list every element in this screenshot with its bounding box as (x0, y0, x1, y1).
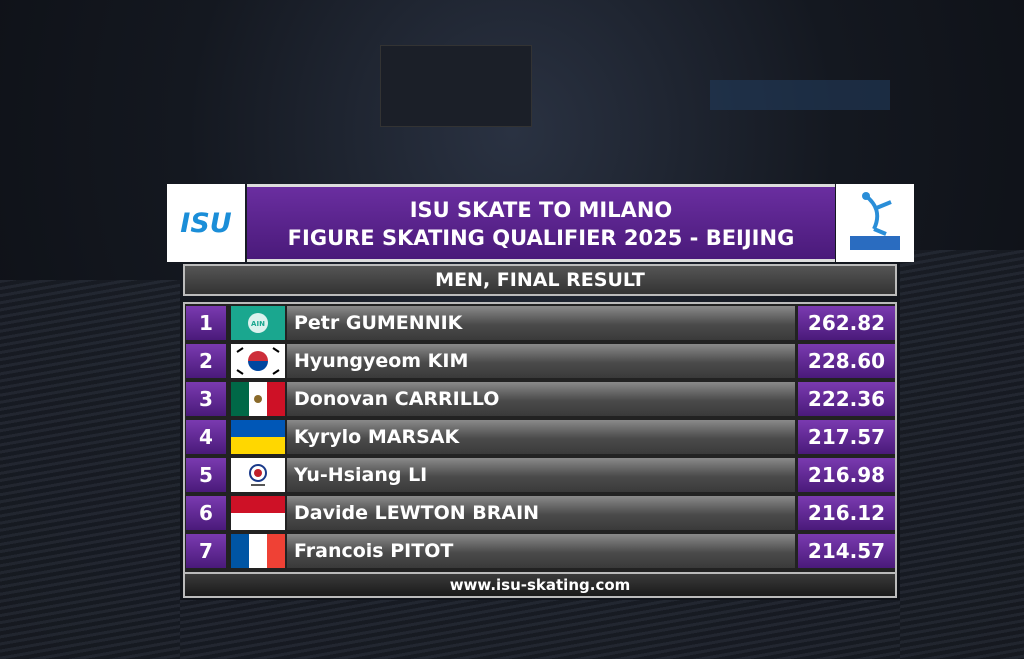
athlete-name: Donovan CARRILLO (287, 382, 795, 416)
flag-part (231, 496, 285, 530)
score: 228.60 (798, 344, 895, 378)
flag-part (254, 395, 262, 403)
athlete-name: Davide LEWTON BRAIN (287, 496, 795, 530)
score: 262.82 (798, 306, 895, 340)
athlete-name: Yu-Hsiang LI (287, 458, 795, 492)
flag (231, 534, 285, 568)
flag-part (231, 344, 285, 378)
flag-part (236, 369, 244, 375)
flag-part (236, 347, 244, 353)
flag (231, 458, 285, 492)
crowd (900, 250, 1024, 659)
flag-part (267, 382, 285, 416)
flag-part (249, 464, 267, 482)
footer-url: www.isu-skating.com (183, 572, 897, 598)
flag-part (248, 313, 268, 333)
flag (231, 382, 285, 416)
rank: 7 (186, 534, 226, 568)
subtitle: MEN, FINAL RESULT (183, 264, 897, 296)
rank: 4 (186, 420, 226, 454)
flag (231, 344, 285, 378)
score: 222.36 (798, 382, 895, 416)
scoreboard (380, 45, 532, 127)
crowd (180, 600, 900, 659)
flag (231, 420, 285, 454)
flag-part (231, 382, 249, 416)
flag-part (231, 534, 285, 568)
isu-logo: ISU (167, 184, 245, 262)
flag-part (267, 534, 285, 568)
rank: 6 (186, 496, 226, 530)
rank: 3 (186, 382, 226, 416)
rank: 5 (186, 458, 226, 492)
score: 217.57 (798, 420, 895, 454)
rank: 2 (186, 344, 226, 378)
athlete-name: Petr GUMENNIK (287, 306, 795, 340)
flag-part (231, 420, 285, 454)
flag-part (249, 534, 267, 568)
title-line: FIGURE SKATING QUALIFIER 2025 - BEIJING (287, 226, 795, 250)
flag-part (231, 420, 285, 437)
score: 214.57 (798, 534, 895, 568)
athlete-name: Hyungyeom KIM (287, 344, 795, 378)
flag-part (231, 458, 285, 492)
flag-part (231, 534, 249, 568)
flag-part (231, 513, 285, 530)
flag-part: AIN (231, 306, 285, 340)
score: 216.12 (798, 496, 895, 530)
title-line: ISU SKATE TO MILANO (409, 198, 673, 222)
flag-part (231, 496, 285, 513)
banner (710, 80, 890, 110)
title-box: ISU SKATE TO MILANO FIGURE SKATING QUALI… (247, 184, 835, 262)
flag-part (248, 361, 268, 371)
flag-part (231, 382, 285, 416)
flag-text: AIN (251, 320, 265, 328)
athlete-name: Francois PITOT (287, 534, 795, 568)
flag-part (272, 347, 280, 353)
flag-part (236, 347, 280, 375)
flag: AIN (231, 306, 285, 340)
flag (231, 496, 285, 530)
athlete-name: Kyrylo MARSAK (287, 420, 795, 454)
score: 216.98 (798, 458, 895, 492)
crowd (0, 280, 180, 659)
flag-part (272, 369, 280, 375)
event-logo-graphic (850, 192, 900, 250)
event-logo (836, 184, 914, 262)
flag-part (231, 437, 285, 454)
rank: 1 (186, 306, 226, 340)
flag-part (254, 469, 262, 477)
flag-part (248, 351, 268, 361)
